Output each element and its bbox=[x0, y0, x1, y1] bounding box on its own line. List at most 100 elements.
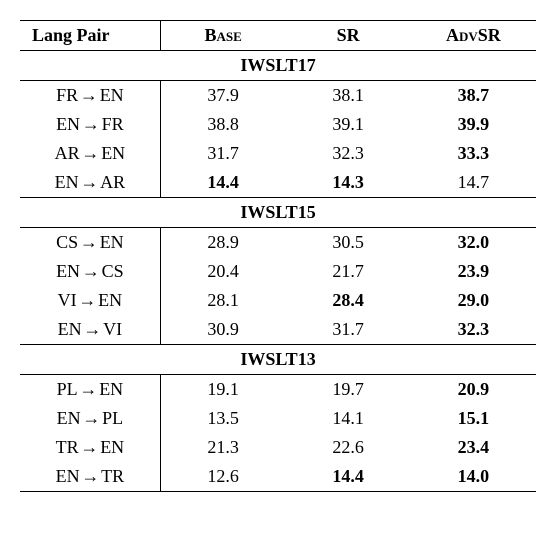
sr-cell: 14.4 bbox=[286, 462, 411, 492]
arrow-icon: → bbox=[77, 290, 99, 311]
lang-pair-cell: EN → VI bbox=[20, 315, 160, 345]
lang-pair-cell: EN → PL bbox=[20, 404, 160, 433]
advsr-cell: 38.7 bbox=[411, 81, 536, 111]
advsr-cell: 32.3 bbox=[411, 315, 536, 345]
lang-pair-cell: FR → EN bbox=[20, 81, 160, 111]
arrow-icon: → bbox=[80, 143, 102, 164]
table-row: EN → FR38.839.139.9 bbox=[20, 110, 536, 139]
arrow-icon: → bbox=[78, 232, 100, 253]
sr-cell: 39.1 bbox=[286, 110, 411, 139]
base-cell: 13.5 bbox=[160, 404, 285, 433]
arrow-icon: → bbox=[80, 114, 102, 135]
arrow-icon: → bbox=[80, 261, 102, 282]
table-row: TR → EN21.322.623.4 bbox=[20, 433, 536, 462]
lang-src: EN bbox=[56, 114, 80, 134]
lang-tgt: EN bbox=[99, 379, 123, 399]
sr-cell: 32.3 bbox=[286, 139, 411, 168]
lang-tgt: EN bbox=[100, 437, 124, 457]
base-cell: 30.9 bbox=[160, 315, 285, 345]
lang-tgt: EN bbox=[100, 85, 124, 105]
table-row: EN → CS20.421.723.9 bbox=[20, 257, 536, 286]
sr-cell: 22.6 bbox=[286, 433, 411, 462]
advsr-cell: 14.7 bbox=[411, 168, 536, 198]
lang-pair-cell: AR → EN bbox=[20, 139, 160, 168]
lang-tgt: EN bbox=[101, 143, 125, 163]
lang-pair-cell: TR → EN bbox=[20, 433, 160, 462]
sr-cell: 38.1 bbox=[286, 81, 411, 111]
section-title-row: IWSLT13 bbox=[20, 345, 536, 375]
arrow-icon: → bbox=[79, 437, 101, 458]
table-row: AR → EN31.732.333.3 bbox=[20, 139, 536, 168]
lang-pair-cell: EN → FR bbox=[20, 110, 160, 139]
results-table: Lang Pair Base SR AdvSR IWSLT17FR → EN37… bbox=[20, 20, 536, 492]
arrow-icon: → bbox=[80, 466, 102, 487]
base-cell: 38.8 bbox=[160, 110, 285, 139]
sr-cell: 28.4 bbox=[286, 286, 411, 315]
lang-tgt: CS bbox=[102, 261, 124, 281]
lang-pair-cell: PL → EN bbox=[20, 375, 160, 405]
advsr-cell: 15.1 bbox=[411, 404, 536, 433]
lang-src: EN bbox=[58, 319, 82, 339]
table-row: EN → VI30.931.732.3 bbox=[20, 315, 536, 345]
section-title: IWSLT13 bbox=[20, 345, 536, 375]
advsr-cell: 39.9 bbox=[411, 110, 536, 139]
sr-cell: 14.3 bbox=[286, 168, 411, 198]
lang-src: AR bbox=[55, 143, 80, 163]
lang-pair-cell: EN → CS bbox=[20, 257, 160, 286]
lang-tgt: TR bbox=[101, 466, 124, 486]
header-lang-pair: Lang Pair bbox=[20, 21, 160, 51]
lang-src: EN bbox=[55, 172, 79, 192]
header-advsr: AdvSR bbox=[411, 21, 536, 51]
lang-tgt: FR bbox=[102, 114, 124, 134]
lang-src: EN bbox=[57, 408, 81, 428]
lang-src: CS bbox=[56, 232, 78, 252]
base-cell: 14.4 bbox=[160, 168, 285, 198]
section-title: IWSLT15 bbox=[20, 198, 536, 228]
table-row: PL → EN19.119.720.9 bbox=[20, 375, 536, 405]
advsr-cell: 23.9 bbox=[411, 257, 536, 286]
base-cell: 21.3 bbox=[160, 433, 285, 462]
advsr-cell: 23.4 bbox=[411, 433, 536, 462]
lang-pair-cell: VI → EN bbox=[20, 286, 160, 315]
base-cell: 12.6 bbox=[160, 462, 285, 492]
advsr-cell: 14.0 bbox=[411, 462, 536, 492]
arrow-icon: → bbox=[78, 379, 100, 400]
sr-cell: 19.7 bbox=[286, 375, 411, 405]
lang-src: PL bbox=[57, 379, 78, 399]
table-row: EN → PL13.514.115.1 bbox=[20, 404, 536, 433]
table-row: FR → EN37.938.138.7 bbox=[20, 81, 536, 111]
table-row: VI → EN28.128.429.0 bbox=[20, 286, 536, 315]
header-row: Lang Pair Base SR AdvSR bbox=[20, 21, 536, 51]
arrow-icon: → bbox=[82, 319, 104, 340]
lang-tgt: AR bbox=[100, 172, 125, 192]
section-title-row: IWSLT15 bbox=[20, 198, 536, 228]
section-title-row: IWSLT17 bbox=[20, 51, 536, 81]
table-row: EN → AR14.414.314.7 bbox=[20, 168, 536, 198]
sr-cell: 21.7 bbox=[286, 257, 411, 286]
table-row: EN → TR12.614.414.0 bbox=[20, 462, 536, 492]
advsr-cell: 32.0 bbox=[411, 228, 536, 258]
advsr-cell: 20.9 bbox=[411, 375, 536, 405]
lang-src: VI bbox=[58, 290, 77, 310]
base-cell: 28.9 bbox=[160, 228, 285, 258]
arrow-icon: → bbox=[79, 172, 101, 193]
header-sr: SR bbox=[286, 21, 411, 51]
lang-src: TR bbox=[56, 437, 79, 457]
advsr-cell: 29.0 bbox=[411, 286, 536, 315]
base-cell: 31.7 bbox=[160, 139, 285, 168]
arrow-icon: → bbox=[78, 85, 100, 106]
arrow-icon: → bbox=[81, 408, 103, 429]
lang-src: EN bbox=[56, 261, 80, 281]
advsr-cell: 33.3 bbox=[411, 139, 536, 168]
sr-cell: 31.7 bbox=[286, 315, 411, 345]
lang-tgt: EN bbox=[100, 232, 124, 252]
base-cell: 20.4 bbox=[160, 257, 285, 286]
base-cell: 37.9 bbox=[160, 81, 285, 111]
sr-cell: 14.1 bbox=[286, 404, 411, 433]
section-title: IWSLT17 bbox=[20, 51, 536, 81]
lang-src: FR bbox=[56, 85, 78, 105]
lang-pair-cell: EN → TR bbox=[20, 462, 160, 492]
lang-pair-cell: EN → AR bbox=[20, 168, 160, 198]
lang-pair-cell: CS → EN bbox=[20, 228, 160, 258]
header-base: Base bbox=[160, 21, 285, 51]
